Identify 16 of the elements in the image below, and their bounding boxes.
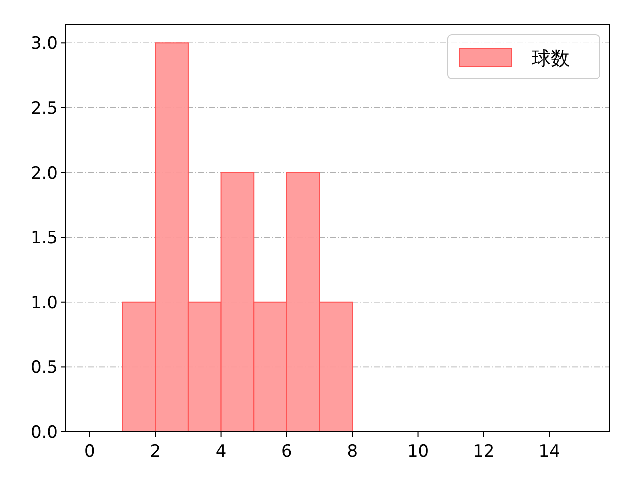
y-tick-label: 1.5	[30, 228, 58, 249]
legend-label: 球数	[532, 48, 570, 70]
x-tick-label: 14	[538, 442, 560, 462]
y-tick-label: 0.0	[30, 423, 58, 443]
y-tick-label: 0.5	[30, 358, 58, 378]
x-tick-label: 4	[216, 442, 227, 462]
x-tick-label: 0	[84, 442, 96, 462]
y-tick-label: 3.0	[30, 34, 58, 54]
x-tick-label: 10	[407, 442, 430, 462]
x-tick-label: 6	[282, 442, 292, 462]
y-tick-label: 2.5	[30, 98, 58, 119]
x-tick-label: 12	[473, 442, 495, 462]
x-tick-label: 8	[347, 442, 358, 462]
y-tick-label: 2.0	[30, 164, 58, 184]
y-tick-label: 1.0	[30, 293, 58, 314]
x-tick-label: 2	[150, 442, 162, 462]
